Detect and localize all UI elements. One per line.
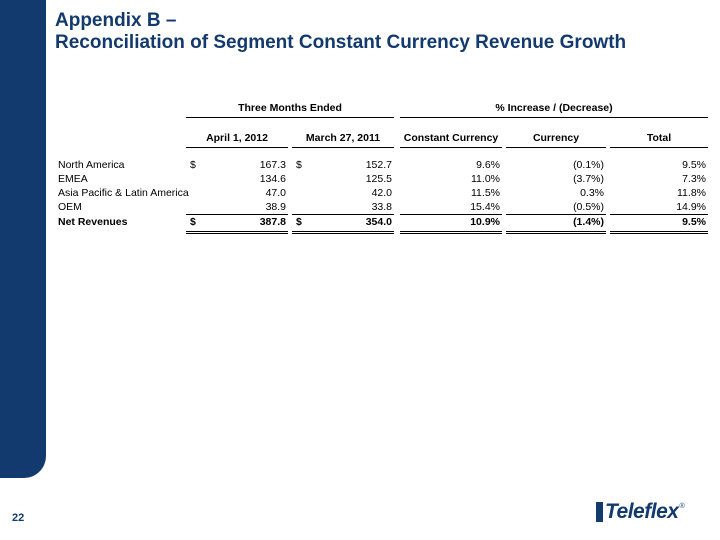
subtotal-rule: [292, 214, 394, 215]
currency-value: (1.4%): [573, 216, 604, 228]
subtotal-rule: [506, 214, 606, 215]
constant-value: 11.5%: [471, 187, 500, 199]
constant-value: 9.6%: [476, 159, 500, 171]
logo-mark-icon: [596, 502, 603, 522]
row-label: EMEA: [58, 173, 88, 185]
april-value: 38.9: [265, 201, 286, 213]
dollar-sign: $: [190, 159, 196, 171]
header-rule: [186, 117, 394, 118]
subtotal-rule: [400, 214, 502, 215]
title-line-1: Appendix B –: [55, 10, 177, 31]
constant-value: 11.0%: [471, 173, 500, 185]
dollar-sign: $: [296, 216, 302, 228]
march-value: 125.5: [365, 173, 392, 185]
row-label: OEM: [58, 201, 82, 213]
april-value: 47.0: [265, 187, 286, 199]
col-header-total: Total: [646, 132, 672, 144]
column-rule: [292, 147, 394, 148]
header-three-months: Three Months Ended: [238, 102, 342, 114]
col-header-constant: Constant Currency: [403, 132, 499, 144]
constant-value: 15.4%: [470, 201, 500, 213]
currency-value: (0.5%): [573, 201, 604, 213]
page-number: 22: [12, 512, 25, 524]
row-label: North America: [58, 159, 125, 171]
row-label: Asia Pacific & Latin America: [58, 187, 189, 199]
double-rule: [400, 231, 502, 232]
teleflex-logo: Teleflex ®: [596, 500, 685, 524]
title-line-2: Reconciliation of Segment Constant Curre…: [55, 32, 627, 53]
double-rule: [292, 231, 394, 232]
march-value: 42.0: [371, 187, 392, 199]
logo-text: Teleflex: [605, 500, 679, 523]
march-value: 354.0: [365, 216, 392, 228]
currency-value: (3.7%): [573, 173, 604, 185]
april-value: 167.3: [259, 159, 286, 171]
double-rule: [506, 231, 606, 232]
total-value: 14.9%: [676, 201, 706, 213]
header-rule: [400, 117, 708, 118]
constant-value: 10.9%: [470, 216, 500, 228]
double-rule: [186, 233, 288, 234]
total-value: 9.5%: [682, 159, 706, 171]
column-rule: [610, 147, 708, 148]
double-rule: [506, 233, 606, 234]
col-header-march: March 27, 2011: [305, 132, 381, 144]
header-pct-change: % Increase / (Decrease): [495, 102, 613, 114]
subtotal-rule: [610, 214, 708, 215]
double-rule: [400, 233, 502, 234]
column-rule: [400, 147, 502, 148]
currency-value: 0.3%: [580, 187, 604, 199]
april-value: 387.8: [259, 216, 286, 228]
registered-mark: ®: [679, 503, 685, 510]
slide-title: Appendix B – Reconciliation of Segment C…: [55, 10, 626, 54]
total-value: 11.8%: [677, 187, 706, 199]
currency-value: (0.1%): [573, 159, 604, 171]
double-rule: [292, 233, 394, 234]
dollar-sign: $: [190, 216, 196, 228]
col-header-april: April 1, 2012: [206, 132, 268, 144]
total-value: 7.3%: [682, 173, 706, 185]
double-rule: [186, 231, 288, 232]
subtotal-rule: [186, 214, 288, 215]
march-value: 152.7: [365, 159, 392, 171]
double-rule: [610, 231, 708, 232]
column-rule: [506, 147, 606, 148]
march-value: 33.8: [371, 201, 392, 213]
row-label-net-revenues: Net Revenues: [58, 216, 128, 228]
col-header-currency: Currency: [532, 132, 580, 144]
dollar-sign: $: [296, 159, 302, 171]
column-rule: [186, 147, 288, 148]
total-value: 9.5%: [682, 216, 706, 228]
april-value: 134.6: [259, 173, 286, 185]
side-accent-bar: [0, 0, 46, 478]
double-rule: [610, 233, 708, 234]
